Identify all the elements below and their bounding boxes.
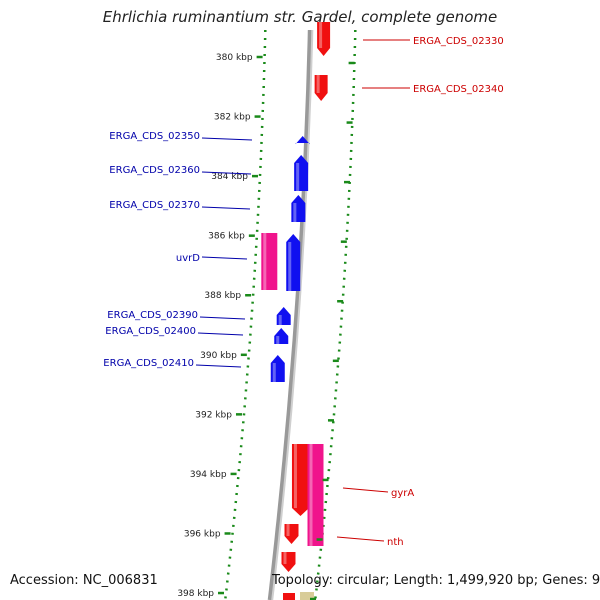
kbp-tick-label: 390 kbp	[200, 351, 237, 361]
feature-label-forward: ERGA_CDS_02340	[413, 84, 504, 95]
kbp-tick-label: 392 kbp	[195, 410, 232, 420]
cds-nth	[284, 524, 299, 544]
cds-ERGA_CDS_02390	[276, 307, 291, 325]
cds-ERGA_CDS_02350	[295, 136, 310, 144]
cds-ERGA_CDS_02330	[317, 22, 331, 56]
gene-uvrD	[261, 233, 278, 290]
cds-ERGA_CDS_02360	[294, 155, 309, 191]
cds-ERGA_CDS_02340	[314, 75, 328, 101]
backbone-line	[267, 29, 313, 600]
feature-label-forward: gyrA	[391, 488, 414, 499]
cds-ERGA_CDS_02370	[291, 195, 306, 222]
cds-uvrD	[286, 234, 301, 291]
feature-label-reverse: ERGA_CDS_02400	[105, 326, 196, 337]
feature-label-forward: ERGA_CDS_02330	[413, 36, 504, 47]
genome-title: Ehrlichia ruminantium str. Gardel, compl…	[102, 8, 498, 26]
feature-label-reverse: ERGA_CDS_02360	[109, 165, 200, 176]
cds-gyrA	[291, 444, 309, 516]
kbp-tick-label: 398 kbp	[177, 589, 214, 599]
feature-label-reverse: ERGA_CDS_02370	[109, 200, 200, 211]
kbp-tick-label: 380 kbp	[216, 53, 253, 63]
kbp-tick-label: 382 kbp	[214, 113, 251, 123]
cds-ERGA_CDS_02400	[274, 328, 289, 344]
accession-label: Accession: NC_006831	[10, 573, 158, 588]
kbp-tick-label: 394 kbp	[190, 470, 227, 480]
feature-label-reverse: ERGA_CDS_02350	[109, 131, 200, 142]
kbp-tick-label: 386 kbp	[208, 232, 245, 242]
kbp-tick-label: 396 kbp	[184, 529, 221, 539]
feature-label-reverse: ERGA_CDS_02410	[103, 358, 194, 369]
feature-label-reverse: uvrD	[176, 253, 200, 264]
kbp-tick-label: 388 kbp	[204, 291, 241, 301]
gene-gyrA	[307, 444, 324, 546]
cds-forward-next	[281, 552, 296, 572]
genome-summary: Topology: circular; Length: 1,499,920 bp…	[272, 573, 600, 588]
feature-label-reverse: ERGA_CDS_02390	[107, 310, 198, 321]
cds-ERGA_CDS_02410	[270, 355, 285, 382]
kbp-tick-label: 384 kbp	[211, 172, 248, 182]
feature-label-forward: nth	[387, 537, 404, 548]
